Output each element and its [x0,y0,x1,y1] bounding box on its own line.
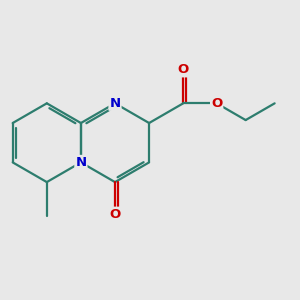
Text: N: N [110,97,121,110]
Text: O: O [178,63,189,76]
Text: N: N [75,156,86,169]
Text: O: O [211,97,222,110]
Text: O: O [110,208,121,221]
